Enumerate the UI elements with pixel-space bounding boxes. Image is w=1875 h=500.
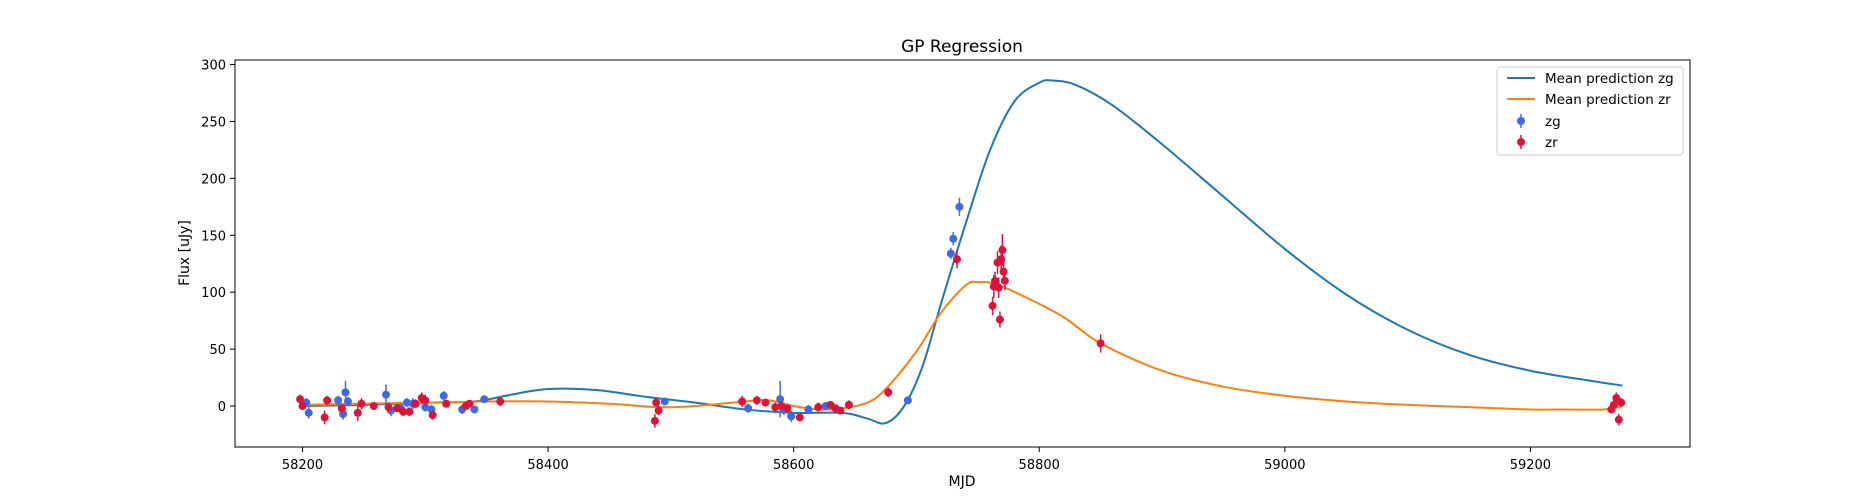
data-point-zg: [402, 398, 411, 407]
data-point-zr: [777, 402, 786, 411]
data-point-zg: [946, 249, 955, 258]
x-axis-ticks: 58200 58400 58600 58800 59000 59200: [282, 447, 1551, 473]
y-axis-title: Flux [uJy]: [177, 220, 193, 286]
data-point-zg: [341, 388, 350, 397]
legend-label-zg: zg: [1545, 114, 1561, 130]
y-tick-label: 100: [201, 286, 226, 301]
data-point-zr: [1617, 398, 1626, 407]
x-tick-label: 58200: [282, 458, 323, 473]
data-point-zr: [654, 406, 663, 415]
legend-label-zr-line: Mean prediction zr: [1545, 92, 1671, 108]
data-point-zg: [744, 404, 753, 413]
x-tick-label: 58600: [773, 458, 814, 473]
data-point-zr: [353, 408, 362, 417]
data-point-zr: [998, 246, 1007, 255]
y-tick-label: 250: [201, 115, 226, 130]
data-point-zr: [369, 402, 378, 411]
data-point-zr: [337, 404, 346, 413]
data-point-zr: [738, 397, 747, 406]
data-point-zr: [411, 399, 420, 408]
data-point-zr: [320, 413, 329, 422]
x-tick-label: 58800: [1019, 458, 1060, 473]
legend-marker-zr-point: [1517, 138, 1525, 146]
data-point-zr: [357, 399, 366, 408]
series-line-mean-prediction-zg: [302, 79, 1623, 425]
y-tick-label: 150: [201, 229, 226, 244]
data-point-zg: [334, 396, 343, 405]
data-point-zr: [650, 416, 659, 425]
data-point-zr: [795, 413, 804, 422]
data-point-zg: [439, 391, 448, 400]
data-point-zr: [298, 402, 307, 411]
y-tick-label: 200: [201, 172, 226, 187]
x-axis-title: MJD: [949, 474, 976, 490]
data-point-zr: [991, 276, 1000, 285]
data-point-zr: [884, 388, 893, 397]
y-tick-label: 50: [209, 343, 226, 358]
data-point-zr: [393, 404, 402, 413]
data-point-zr: [1614, 415, 1623, 424]
data-point-zg: [304, 408, 313, 417]
data-point-zg: [804, 405, 813, 414]
data-point-zr: [442, 399, 451, 408]
data-point-zr: [997, 255, 1006, 264]
data-point-zr: [465, 399, 474, 408]
data-point-zg: [470, 405, 479, 414]
y-tick-label: 300: [201, 59, 226, 74]
series-line-mean-prediction-zr: [302, 280, 1623, 411]
data-point-zr: [994, 283, 1003, 292]
data-point-zr: [384, 403, 393, 412]
x-tick-label: 58400: [527, 458, 568, 473]
data-point-zr: [405, 407, 414, 416]
data-point-zr: [771, 403, 780, 412]
data-point-zr: [428, 411, 437, 420]
data-point-zg: [421, 403, 430, 412]
data-point-zr: [952, 255, 961, 264]
data-point-zr: [1000, 276, 1009, 285]
legend: Mean prediction zg Mean prediction zr zg…: [1496, 66, 1684, 156]
data-point-zr: [995, 315, 1004, 324]
data-point-zr: [1096, 339, 1105, 348]
data-point-zr: [761, 398, 770, 407]
data-point-zr: [999, 267, 1008, 276]
y-axis-ticks: 0 50 100 150 200 250 300: [201, 59, 235, 415]
data-point-zg: [787, 412, 796, 421]
data-point-zr: [652, 398, 661, 407]
legend-label-zg-line: Mean prediction zg: [1545, 71, 1674, 87]
data-point-zg: [480, 395, 489, 404]
y-tick-label: 0: [218, 400, 226, 415]
legend-label-zr: zr: [1545, 135, 1558, 151]
data-point-zr: [752, 396, 761, 405]
data-point-zr: [836, 406, 845, 415]
data-point-zr: [844, 400, 853, 409]
plot-area: [296, 79, 1626, 428]
data-point-zg: [382, 390, 391, 399]
data-point-zg: [955, 202, 964, 211]
data-point-zr: [399, 407, 408, 416]
plot-frame: [234, 59, 1691, 448]
legend-box: [1496, 66, 1684, 156]
data-point-zr: [296, 395, 305, 404]
data-point-zg: [949, 234, 958, 243]
data-point-zg: [343, 397, 352, 406]
x-tick-label: 59000: [1264, 458, 1305, 473]
data-point-zr: [323, 396, 332, 405]
legend-marker-zg-point: [1517, 117, 1525, 125]
x-tick-label: 59200: [1510, 458, 1551, 473]
chart-title: GP Regression: [901, 37, 1023, 57]
data-point-zr: [988, 301, 997, 310]
data-point-zg: [660, 397, 669, 406]
data-point-zg: [776, 395, 785, 404]
data-point-zr: [496, 397, 505, 406]
data-point-zr: [783, 404, 792, 413]
data-point-zr: [421, 396, 430, 405]
data-point-zr: [814, 403, 823, 412]
data-point-zg: [903, 396, 912, 405]
